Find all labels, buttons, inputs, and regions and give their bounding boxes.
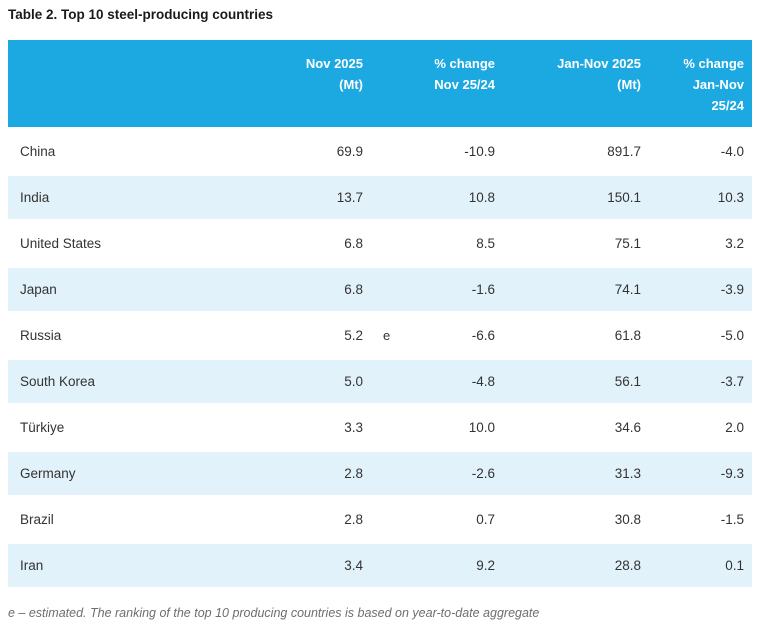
country-cell: Germany bbox=[8, 452, 233, 495]
header-pct-change-nov: % change Nov 25/24 bbox=[403, 40, 495, 127]
page-title: Table 2. Top 10 steel-producing countrie… bbox=[8, 7, 274, 22]
pct-change-jan-nov-cell: 0.1 bbox=[641, 544, 752, 587]
pct-change-nov-cell: 10.8 bbox=[403, 176, 495, 219]
pct-change-jan-nov-cell: 3.2 bbox=[641, 222, 752, 265]
pct-change-nov-cell: -6.6 bbox=[403, 314, 495, 357]
table-row: India 13.7 10.8 150.1 10.3 bbox=[8, 176, 752, 219]
country-cell: Brazil bbox=[8, 498, 233, 541]
pct-change-jan-nov-cell: -3.7 bbox=[641, 360, 752, 403]
pct-change-nov-cell: -1.6 bbox=[403, 268, 495, 311]
pct-change-nov-cell: 0.7 bbox=[403, 498, 495, 541]
nov-2025-mt-cell: 6.8 bbox=[233, 222, 363, 265]
pct-change-nov-cell: -4.8 bbox=[403, 360, 495, 403]
nov-2025-mt-cell: 2.8 bbox=[233, 452, 363, 495]
header-estimate-marker bbox=[363, 40, 403, 127]
header-pct-change-jan-nov: % change Jan-Nov 25/24 bbox=[641, 40, 752, 127]
country-cell: United States bbox=[8, 222, 233, 265]
estimate-marker-cell bbox=[363, 544, 403, 587]
pct-change-nov-cell: 9.2 bbox=[403, 544, 495, 587]
table-row: Russia 5.2 e -6.6 61.8 -5.0 bbox=[8, 314, 752, 357]
jan-nov-2025-mt-cell: 56.1 bbox=[495, 360, 641, 403]
header-nov-2025-mt: Nov 2025 (Mt) bbox=[233, 40, 363, 127]
pct-change-jan-nov-cell: 10.3 bbox=[641, 176, 752, 219]
nov-2025-mt-cell: 3.3 bbox=[233, 406, 363, 449]
table-header-row: Nov 2025 (Mt) % change Nov 25/24 Jan-Nov… bbox=[8, 40, 752, 127]
jan-nov-2025-mt-cell: 75.1 bbox=[495, 222, 641, 265]
estimate-marker-cell bbox=[363, 360, 403, 403]
table-row: China 69.9 -10.9 891.7 -4.0 bbox=[8, 130, 752, 173]
estimate-marker-cell bbox=[363, 176, 403, 219]
country-cell: Türkiye bbox=[8, 406, 233, 449]
estimate-marker-cell bbox=[363, 498, 403, 541]
table-row: Iran 3.4 9.2 28.8 0.1 bbox=[8, 544, 752, 587]
pct-change-jan-nov-cell: -3.9 bbox=[641, 268, 752, 311]
pct-change-jan-nov-cell: -5.0 bbox=[641, 314, 752, 357]
footnote: e – estimated. The ranking of the top 10… bbox=[8, 606, 540, 620]
pct-change-jan-nov-cell: -4.0 bbox=[641, 130, 752, 173]
jan-nov-2025-mt-cell: 150.1 bbox=[495, 176, 641, 219]
pct-change-jan-nov-cell: -9.3 bbox=[641, 452, 752, 495]
jan-nov-2025-mt-cell: 31.3 bbox=[495, 452, 641, 495]
jan-nov-2025-mt-cell: 30.8 bbox=[495, 498, 641, 541]
steel-production-table: Nov 2025 (Mt) % change Nov 25/24 Jan-Nov… bbox=[8, 37, 752, 590]
table-row: South Korea 5.0 -4.8 56.1 -3.7 bbox=[8, 360, 752, 403]
header-country bbox=[8, 40, 233, 127]
estimate-marker-cell: e bbox=[363, 314, 403, 357]
jan-nov-2025-mt-cell: 891.7 bbox=[495, 130, 641, 173]
estimate-marker-cell bbox=[363, 452, 403, 495]
estimate-marker-cell bbox=[363, 222, 403, 265]
nov-2025-mt-cell: 6.8 bbox=[233, 268, 363, 311]
pct-change-nov-cell: -10.9 bbox=[403, 130, 495, 173]
table-row: Türkiye 3.3 10.0 34.6 2.0 bbox=[8, 406, 752, 449]
estimate-marker-cell bbox=[363, 406, 403, 449]
table-row: United States 6.8 8.5 75.1 3.2 bbox=[8, 222, 752, 265]
pct-change-nov-cell: 8.5 bbox=[403, 222, 495, 265]
table-row: Japan 6.8 -1.6 74.1 -3.9 bbox=[8, 268, 752, 311]
country-cell: China bbox=[8, 130, 233, 173]
pct-change-nov-cell: -2.6 bbox=[403, 452, 495, 495]
country-cell: Russia bbox=[8, 314, 233, 357]
country-cell: Iran bbox=[8, 544, 233, 587]
jan-nov-2025-mt-cell: 28.8 bbox=[495, 544, 641, 587]
estimate-marker-cell bbox=[363, 130, 403, 173]
table-row: Germany 2.8 -2.6 31.3 -9.3 bbox=[8, 452, 752, 495]
jan-nov-2025-mt-cell: 61.8 bbox=[495, 314, 641, 357]
estimate-marker-cell bbox=[363, 268, 403, 311]
nov-2025-mt-cell: 2.8 bbox=[233, 498, 363, 541]
nov-2025-mt-cell: 5.0 bbox=[233, 360, 363, 403]
country-cell: India bbox=[8, 176, 233, 219]
nov-2025-mt-cell: 5.2 bbox=[233, 314, 363, 357]
table-row: Brazil 2.8 0.7 30.8 -1.5 bbox=[8, 498, 752, 541]
country-cell: Japan bbox=[8, 268, 233, 311]
pct-change-nov-cell: 10.0 bbox=[403, 406, 495, 449]
country-cell: South Korea bbox=[8, 360, 233, 403]
jan-nov-2025-mt-cell: 74.1 bbox=[495, 268, 641, 311]
jan-nov-2025-mt-cell: 34.6 bbox=[495, 406, 641, 449]
nov-2025-mt-cell: 69.9 bbox=[233, 130, 363, 173]
header-jan-nov-2025-mt: Jan-Nov 2025 (Mt) bbox=[495, 40, 641, 127]
nov-2025-mt-cell: 13.7 bbox=[233, 176, 363, 219]
nov-2025-mt-cell: 3.4 bbox=[233, 544, 363, 587]
pct-change-jan-nov-cell: 2.0 bbox=[641, 406, 752, 449]
pct-change-jan-nov-cell: -1.5 bbox=[641, 498, 752, 541]
